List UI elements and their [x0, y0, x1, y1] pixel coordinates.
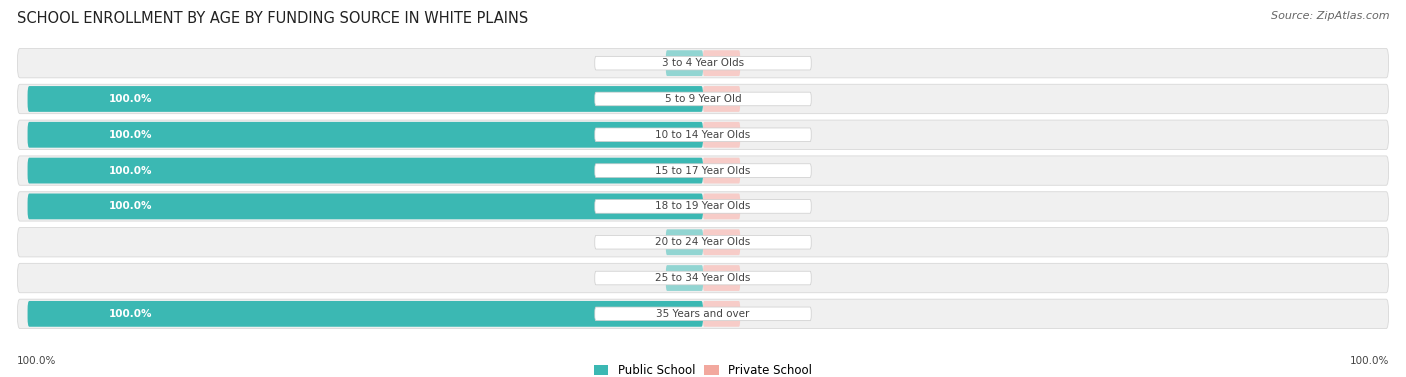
Text: 18 to 19 Year Olds: 18 to 19 Year Olds — [655, 201, 751, 211]
FancyBboxPatch shape — [703, 193, 740, 219]
Text: 0.0%: 0.0% — [747, 237, 776, 247]
FancyBboxPatch shape — [17, 264, 1389, 293]
Text: 5 to 9 Year Old: 5 to 9 Year Old — [665, 94, 741, 104]
FancyBboxPatch shape — [17, 156, 1389, 185]
FancyBboxPatch shape — [17, 192, 1389, 221]
Text: 0.0%: 0.0% — [747, 201, 776, 211]
FancyBboxPatch shape — [17, 299, 1389, 328]
Text: 0.0%: 0.0% — [747, 94, 776, 104]
FancyBboxPatch shape — [17, 120, 1389, 149]
Text: 0.0%: 0.0% — [630, 237, 659, 247]
Text: 100.0%: 100.0% — [108, 201, 152, 211]
FancyBboxPatch shape — [595, 164, 811, 178]
Text: 25 to 34 Year Olds: 25 to 34 Year Olds — [655, 273, 751, 283]
FancyBboxPatch shape — [595, 92, 811, 106]
FancyBboxPatch shape — [703, 229, 740, 255]
FancyBboxPatch shape — [595, 56, 811, 70]
Text: 0.0%: 0.0% — [747, 58, 776, 68]
FancyBboxPatch shape — [595, 271, 811, 285]
FancyBboxPatch shape — [703, 122, 740, 148]
Text: Source: ZipAtlas.com: Source: ZipAtlas.com — [1271, 11, 1389, 21]
FancyBboxPatch shape — [703, 86, 740, 112]
Text: 0.0%: 0.0% — [747, 166, 776, 176]
Text: SCHOOL ENROLLMENT BY AGE BY FUNDING SOURCE IN WHITE PLAINS: SCHOOL ENROLLMENT BY AGE BY FUNDING SOUR… — [17, 11, 529, 26]
FancyBboxPatch shape — [703, 158, 740, 184]
FancyBboxPatch shape — [595, 235, 811, 249]
FancyBboxPatch shape — [595, 199, 811, 213]
Text: 20 to 24 Year Olds: 20 to 24 Year Olds — [655, 237, 751, 247]
FancyBboxPatch shape — [595, 128, 811, 142]
Text: 10 to 14 Year Olds: 10 to 14 Year Olds — [655, 130, 751, 140]
FancyBboxPatch shape — [703, 301, 740, 327]
Text: 100.0%: 100.0% — [1350, 356, 1389, 366]
FancyBboxPatch shape — [703, 50, 740, 76]
FancyBboxPatch shape — [703, 265, 740, 291]
Text: 0.0%: 0.0% — [747, 273, 776, 283]
Text: 0.0%: 0.0% — [747, 130, 776, 140]
FancyBboxPatch shape — [595, 307, 811, 321]
Legend: Public School, Private School: Public School, Private School — [593, 365, 813, 377]
Text: 100.0%: 100.0% — [108, 94, 152, 104]
FancyBboxPatch shape — [28, 193, 703, 219]
FancyBboxPatch shape — [28, 158, 703, 184]
FancyBboxPatch shape — [28, 122, 703, 148]
FancyBboxPatch shape — [28, 86, 703, 112]
Text: 15 to 17 Year Olds: 15 to 17 Year Olds — [655, 166, 751, 176]
FancyBboxPatch shape — [666, 50, 703, 76]
FancyBboxPatch shape — [17, 84, 1389, 113]
Text: 0.0%: 0.0% — [747, 309, 776, 319]
Text: 0.0%: 0.0% — [630, 58, 659, 68]
Text: 100.0%: 100.0% — [108, 309, 152, 319]
FancyBboxPatch shape — [28, 301, 703, 327]
Text: 35 Years and over: 35 Years and over — [657, 309, 749, 319]
Text: 0.0%: 0.0% — [630, 273, 659, 283]
Text: 3 to 4 Year Olds: 3 to 4 Year Olds — [662, 58, 744, 68]
FancyBboxPatch shape — [17, 49, 1389, 78]
Text: 100.0%: 100.0% — [108, 166, 152, 176]
FancyBboxPatch shape — [17, 228, 1389, 257]
Text: 100.0%: 100.0% — [17, 356, 56, 366]
Text: 100.0%: 100.0% — [108, 130, 152, 140]
FancyBboxPatch shape — [666, 229, 703, 255]
FancyBboxPatch shape — [666, 265, 703, 291]
